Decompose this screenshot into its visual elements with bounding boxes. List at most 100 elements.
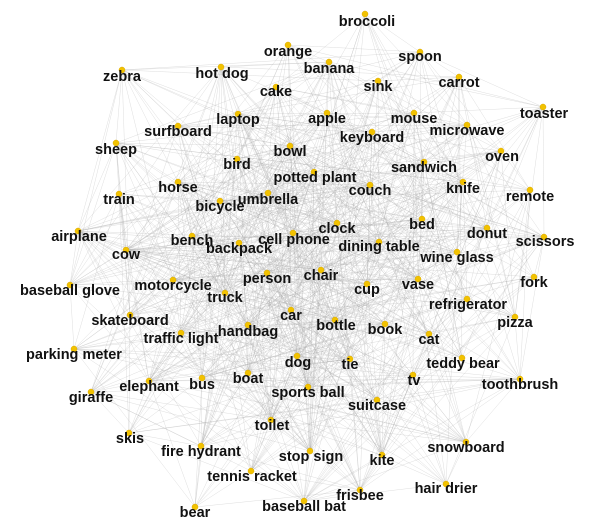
edge [201,324,249,379]
edge [238,242,383,456]
edge [417,278,467,443]
edge [328,61,371,186]
edge [77,66,222,232]
edge [326,112,545,238]
node-truck [221,289,229,297]
edge [77,230,131,316]
edge [219,200,383,456]
edge [378,241,458,253]
node-person [263,269,271,277]
edge [378,241,521,380]
node-bus [198,374,206,382]
edge [250,470,361,491]
edge [328,61,415,114]
edge [514,189,531,318]
edge [201,251,458,379]
edge [121,51,421,71]
edge [267,192,351,360]
edge [77,200,221,232]
edge [129,279,174,316]
edge [270,419,311,452]
edge [125,158,238,251]
edge [200,386,309,447]
node-label-bottle: bottle [316,318,355,334]
edge [177,125,249,374]
edge [419,51,521,380]
node-cake [272,83,280,91]
edge [266,171,315,274]
edge [359,283,368,491]
node-chair [317,266,325,274]
edge [200,323,386,447]
edge [247,358,351,374]
edge [115,61,330,144]
edge [428,236,545,335]
edge [172,272,268,281]
edge [366,189,531,285]
edge [266,222,338,274]
node-keyboard [368,128,376,136]
node-label-skateboard: skateboard [91,313,168,329]
edge [172,279,182,334]
node-fork [530,273,538,281]
edge [423,76,460,163]
node-airplane [74,227,82,235]
edge [287,44,373,133]
node-label-hot-dog: hot dog [195,66,248,82]
edge [129,314,311,452]
edge [125,249,419,280]
edge [412,374,467,443]
edge [69,284,150,382]
edge [77,230,368,285]
edge [125,249,309,388]
edge [359,454,383,491]
label-layer: broccoli orange spoon zebra hot dog banana car… [20,14,574,520]
edge [238,242,249,374]
edge [238,242,430,335]
edge [313,171,336,321]
edge [191,235,249,326]
edge [121,61,330,71]
edge [320,80,379,271]
edge [125,200,221,251]
edge [172,232,294,281]
edge [121,69,240,244]
node-label-truck: truck [207,290,243,306]
edge [307,298,468,388]
edge [303,454,383,502]
edge [266,272,361,491]
node-label-pizza: pizza [497,315,533,331]
edge [69,161,425,286]
edge [220,61,330,68]
node-train [115,190,123,198]
edge [326,112,351,360]
edge [296,355,383,456]
edge [303,106,544,502]
edge [191,235,378,401]
edge [191,235,240,244]
edge [334,251,458,321]
edge [180,332,252,472]
edge [219,200,294,234]
edge [224,292,292,311]
edge [349,241,380,360]
edge [369,184,386,325]
edge [376,181,464,401]
node-knife [459,178,467,186]
edge [456,181,464,253]
node-label-sink: sink [363,79,393,95]
edge [320,241,380,271]
edge [125,249,249,374]
edge [77,230,240,244]
node-kite [378,451,386,459]
edge [200,232,294,447]
edge [77,230,380,243]
edge [266,269,322,274]
node-label-baseball-bat: baseball bat [262,499,346,515]
node-giraffe [87,388,95,396]
edge [247,372,305,502]
edge [313,171,380,243]
node-teddy-bear [458,354,466,362]
edge [177,181,269,194]
node-oven [497,147,505,155]
